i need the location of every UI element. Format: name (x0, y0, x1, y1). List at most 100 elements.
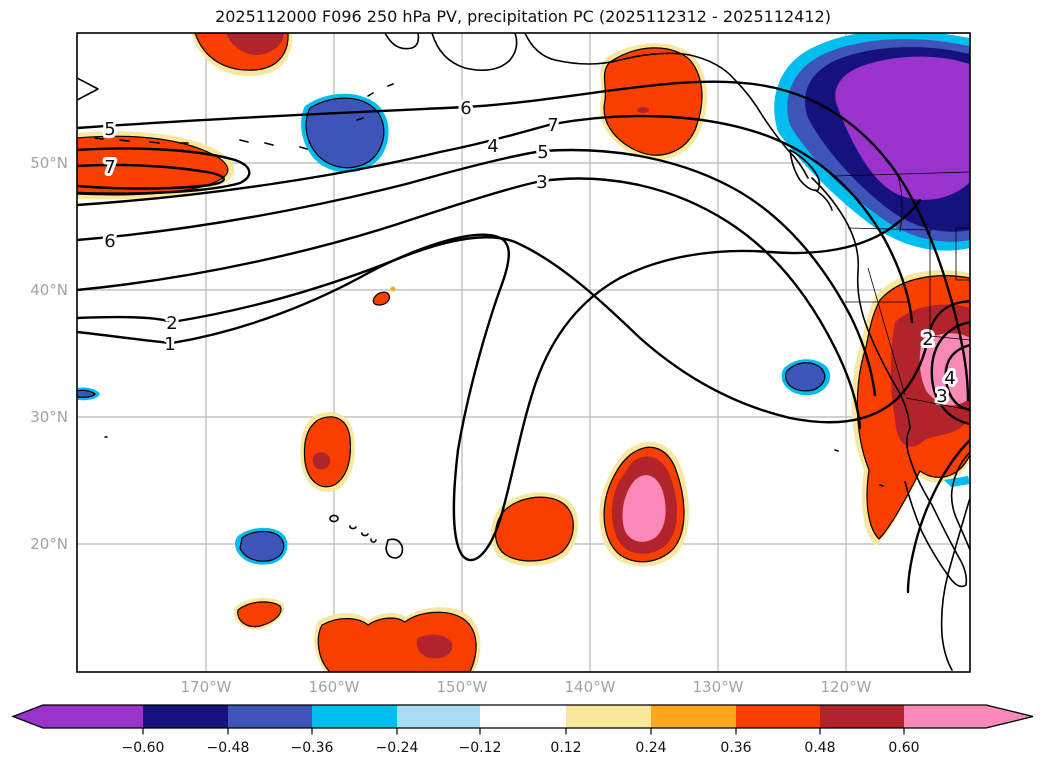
contour-line (77, 148, 877, 397)
contour-label: 7 (547, 115, 558, 136)
region-bottom-core (416, 634, 453, 659)
lon-tick-label: 130°W (693, 678, 744, 696)
coast-baja-west (904, 427, 968, 588)
colorbar-segment (143, 705, 228, 728)
border-us-canada (834, 171, 970, 177)
contour-label: 2 (922, 329, 933, 350)
colorbar-tick-label: 0.36 (720, 740, 751, 756)
region-gulfca-sliver (944, 476, 970, 487)
colorbar-segment (651, 705, 736, 728)
colorbar-tick-label: −0.12 (459, 740, 502, 756)
contour-hairpin-outer (77, 147, 251, 195)
region-rockies-purple (835, 56, 970, 200)
colorbar-tick-label: −0.24 (376, 740, 419, 756)
colorbar-tick-label: −0.36 (291, 740, 334, 756)
contour-closed-sw-inner (944, 343, 970, 412)
lon-tick-label: 120°W (821, 678, 872, 696)
coast-mex-mainland (940, 497, 970, 671)
region-26n (303, 416, 352, 488)
contour-hairpin-inner (77, 163, 225, 190)
coast-vancouver-island (789, 149, 821, 192)
lon-tick-label: 140°W (565, 678, 616, 696)
coast-puget (814, 189, 833, 211)
contour-line (77, 177, 862, 430)
colorbar-ticks (142, 728, 905, 735)
contour-line (77, 114, 914, 324)
colorbar: −0.60 −0.48 −0.36 −0.24 −0.12 0.12 0.24 … (11, 704, 1034, 756)
contour-label: 1 (164, 334, 175, 355)
contour-label: 5 (537, 142, 548, 163)
contour-label: 3 (536, 172, 547, 193)
island-dot (104, 436, 884, 487)
coast-alaska (384, 33, 420, 50)
lon-tick-label: 150°W (437, 678, 488, 696)
lon-axis: 170°W 160°W 150°W 140°W 130°W 120°W (181, 678, 872, 696)
aleutian-specks (94, 83, 394, 150)
region-west-sliver (77, 389, 96, 398)
region-21n (495, 496, 574, 562)
border-us-mexico (905, 397, 970, 411)
colorbar-outline (11, 704, 1034, 729)
lat-tick-label: 40°N (30, 281, 68, 299)
colorbar-segment (820, 705, 904, 728)
coast-aleutian-tip (77, 77, 99, 101)
colorbar-segment (736, 705, 820, 728)
region-15n-small (237, 601, 282, 628)
contour-sw-tail (906, 438, 970, 594)
lat-tick-label: 20°N (30, 535, 68, 553)
state-borders (834, 171, 970, 411)
lat-tick-label: 30°N (30, 408, 68, 426)
region-gulfak (305, 97, 385, 169)
map-content: 5 7 6 2 1 6 7 4 5 3 2 4 3 (77, 33, 970, 672)
region-pinkblob-pink (622, 475, 666, 542)
contour-closed-sw-outer (930, 320, 970, 426)
colorbar-segment (904, 705, 986, 728)
contour-label: 6 (104, 231, 115, 252)
lat-tick-label: 50°N (30, 154, 68, 172)
border-ut-az (929, 335, 970, 341)
colorbar-arrow-left (13, 705, 43, 728)
coastlines (77, 33, 970, 671)
region-bottom (317, 611, 477, 672)
colorbar-segment (566, 705, 651, 728)
contour-label-group: 5 7 6 2 1 6 7 4 5 3 2 4 3 (101, 95, 958, 410)
pv-contours (77, 80, 970, 594)
contour-label: 4 (944, 368, 955, 389)
colorbar-tick-labels: −0.60 −0.48 −0.36 −0.24 −0.12 0.12 0.24 … (122, 740, 920, 756)
contour-line (77, 236, 970, 424)
colorbar-tick-label: 0.48 (804, 740, 835, 756)
colorbar-segment (397, 705, 480, 728)
coast-gulf-california (950, 451, 970, 551)
colorbar-tick-label: 0.60 (888, 740, 919, 756)
contour-label: 7 (104, 157, 115, 178)
hawaii-islands (329, 514, 377, 543)
region-bc (603, 47, 703, 156)
border-id (897, 175, 903, 233)
border-great-salt-lake (955, 227, 970, 281)
colorbar-arrow-right (986, 705, 1033, 728)
chart-title: 2025112000 F096 250 hPa PV, precipitatio… (215, 7, 831, 26)
border-ca-nv (867, 267, 906, 396)
region-26n-core (312, 452, 331, 470)
hawaii-big-island (385, 538, 404, 559)
colorbar-segment (43, 705, 143, 728)
region-offshore-ca (785, 362, 826, 392)
region-speck-40n (372, 291, 391, 306)
colorbar-tick-label: −0.48 (207, 740, 250, 756)
contour-label: 4 (487, 136, 498, 157)
colorbar-tick-label: 0.24 (635, 740, 666, 756)
contour-label: 5 (104, 119, 115, 140)
region-speck-40n-dot (390, 286, 396, 292)
contour-line (77, 198, 922, 562)
region-sw-hawaii (239, 530, 285, 562)
colorbar-segment (480, 705, 566, 728)
coast-us-west (811, 177, 911, 429)
colorbar-tick-label: 0.12 (550, 740, 581, 756)
colorbar-tick-label: −0.60 (122, 740, 165, 756)
contour-label: 6 (460, 98, 471, 119)
region-bc-core-dot (637, 107, 649, 113)
map-frame (76, 32, 971, 673)
lon-tick-label: 160°W (309, 678, 360, 696)
